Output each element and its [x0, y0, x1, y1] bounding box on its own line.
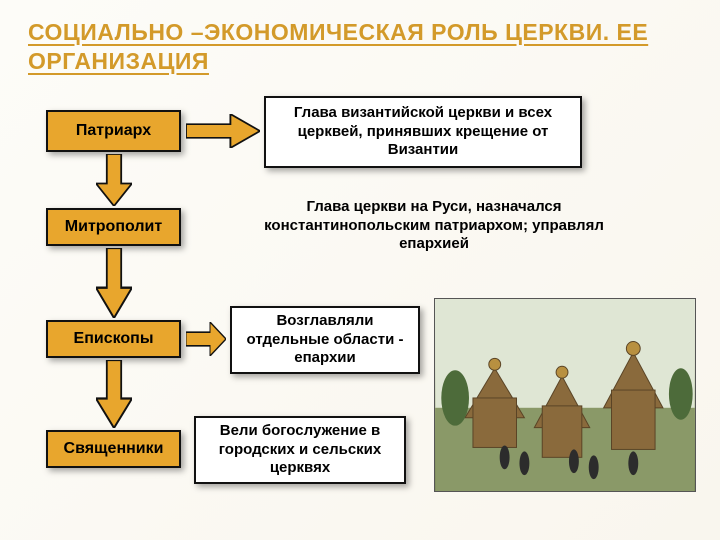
arrow-down-icon	[96, 154, 132, 206]
arrow-down-icon	[96, 248, 132, 318]
slide-title: СОЦИАЛЬНО –ЭКОНОМИЧЕСКАЯ РОЛЬ ЦЕРКВИ. ЕЕ…	[28, 18, 692, 76]
rank-mitropolit: Митрополит	[46, 208, 181, 246]
rank-episkopy: Епископы	[46, 320, 181, 358]
rank-svyashchenniki: Священники	[46, 430, 181, 468]
desc-svyashchenniki: Вели богослужение в городских и сельских…	[194, 416, 406, 484]
desc-mitropolit: Глава церкви на Руси, назначался констан…	[264, 188, 604, 264]
arrow-down-icon	[96, 360, 132, 428]
desc-episkopy: Возглавляли отдельные области - епархии	[230, 306, 420, 374]
church-illustration	[434, 298, 696, 492]
arrow-right-icon	[186, 114, 260, 148]
desc-patriarch: Глава византийской церкви и всех церквей…	[264, 96, 582, 168]
arrow-right-icon	[186, 322, 226, 356]
rank-patriarch: Патриарх	[46, 110, 181, 152]
